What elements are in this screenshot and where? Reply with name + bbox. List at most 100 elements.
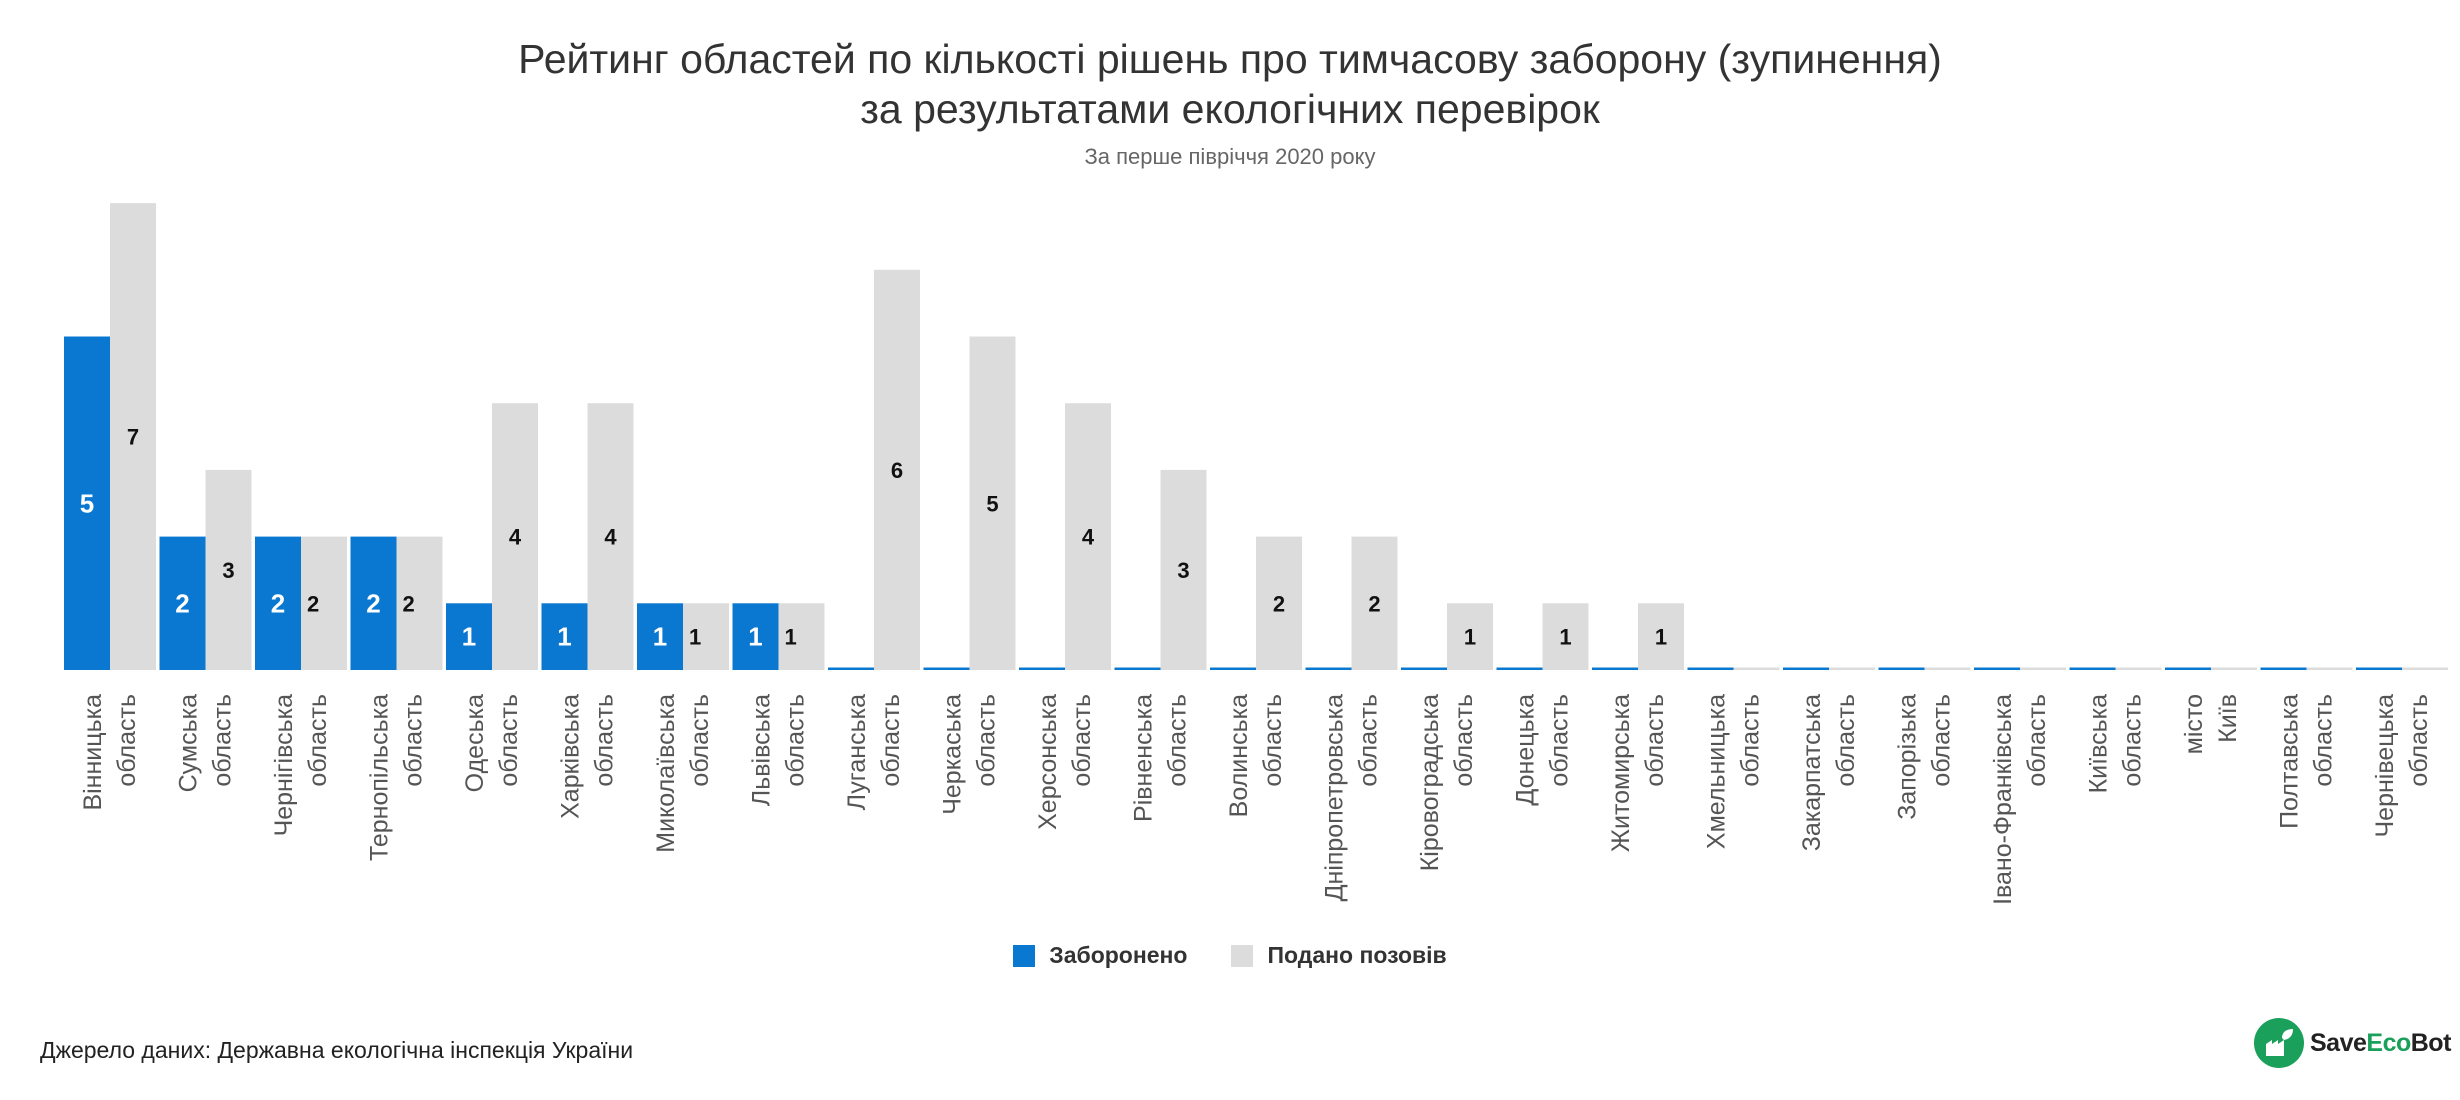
x-tick-label-line: Рівненська bbox=[1130, 694, 1158, 822]
logo-wordmark: SaveEcoBot bbox=[2310, 1028, 2451, 1057]
bar-lawsuits bbox=[1160, 469, 1207, 670]
data-label-lawsuits: 1 bbox=[1464, 625, 1476, 650]
data-label-lawsuits: 2 bbox=[403, 591, 415, 616]
x-tick-label-line: область bbox=[2310, 694, 2338, 787]
chart-title-line-2: за результатами екологічних перевірок bbox=[860, 86, 1600, 132]
x-tick-label-line: місто bbox=[2180, 694, 2208, 754]
data-label-lawsuits: 3 bbox=[1177, 558, 1189, 583]
x-tick-label: Львівська область bbox=[748, 694, 810, 806]
x-tick-label-line: область bbox=[1928, 694, 1956, 787]
x-tick-label: Луганська область bbox=[843, 694, 905, 810]
data-label-lawsuits: 5 bbox=[986, 491, 998, 516]
x-tick-label-line: Черкаська bbox=[939, 694, 967, 815]
data-label-banned: 2 bbox=[366, 588, 380, 618]
x-tick-label-line: Кіровоградська bbox=[1416, 694, 1444, 871]
x-tick-label-line: Вінницька bbox=[79, 694, 107, 811]
x-tick-label: місто Київ bbox=[2180, 694, 2242, 754]
bar-lawsuits bbox=[1924, 667, 1971, 670]
data-label-lawsuits: 1 bbox=[689, 625, 701, 650]
bar-lawsuits bbox=[301, 536, 347, 670]
bar-lawsuits bbox=[110, 203, 156, 670]
bar-lawsuits bbox=[874, 269, 920, 670]
bar-lawsuits bbox=[778, 603, 825, 670]
data-label-banned: 2 bbox=[175, 588, 189, 618]
chart-title-line-1: Рейтинг областей по кількості рішень про… bbox=[518, 36, 1942, 82]
bar-lawsuits bbox=[1447, 603, 1493, 670]
x-tick-label-line: Київська bbox=[2085, 694, 2113, 793]
legend-item-banned[interactable]: Заборонено bbox=[1013, 942, 1187, 969]
chart-legend: Заборонено Подано позовів bbox=[0, 942, 2460, 969]
data-label-banned: 5 bbox=[80, 488, 94, 518]
x-tick-label: Кіровоградська область bbox=[1416, 694, 1478, 871]
x-tick-label: Полтавська область bbox=[2276, 694, 2338, 829]
bar-lawsuits bbox=[1256, 536, 1302, 670]
x-tick-label-line: область bbox=[1641, 694, 1669, 787]
bar-banned bbox=[828, 667, 874, 670]
x-tick-label-line: Тернопільська bbox=[366, 694, 394, 861]
x-tick-label: Чернівецька область bbox=[2371, 694, 2433, 838]
factory-leaf-icon bbox=[2254, 1018, 2304, 1068]
legend-swatch-lawsuits bbox=[1231, 944, 1254, 967]
bar-lawsuits bbox=[1733, 667, 1780, 670]
bar-banned bbox=[1592, 667, 1638, 670]
bar-lawsuits bbox=[1638, 603, 1684, 670]
x-tick-label-line: область bbox=[782, 694, 810, 787]
bar-banned bbox=[923, 667, 970, 670]
chart-subtitle: За перше півріччя 2020 року bbox=[1084, 144, 1376, 169]
bar-lawsuits bbox=[969, 336, 1016, 670]
x-tick-label-line: область bbox=[2405, 694, 2433, 787]
bar-banned bbox=[2356, 667, 2402, 670]
x-tick-label-line: область bbox=[304, 694, 332, 787]
bar-banned bbox=[1210, 667, 1256, 670]
x-tick-label-line: Дніпропетровська bbox=[1321, 694, 1349, 902]
bar-banned bbox=[255, 536, 301, 670]
x-tick-label-line: Закарпатська bbox=[1798, 694, 1826, 851]
data-label-lawsuits: 1 bbox=[1655, 625, 1667, 650]
data-label-lawsuits: 2 bbox=[1368, 591, 1380, 616]
bar-banned bbox=[637, 603, 683, 670]
bar-banned bbox=[2260, 667, 2307, 670]
bar-lawsuits bbox=[492, 403, 538, 670]
x-tick-label: Закарпатська область bbox=[1798, 694, 1860, 851]
bar-banned bbox=[2165, 667, 2211, 670]
x-tick-label-line: область bbox=[1164, 694, 1192, 787]
bar-banned bbox=[1114, 667, 1161, 670]
x-tick-label-line: область bbox=[400, 694, 428, 787]
chart-title: Рейтинг областей по кількості рішень про… bbox=[0, 34, 2460, 134]
x-tick-label: Івано-Франківська область bbox=[1989, 694, 2051, 905]
x-tick-label: Донецька область bbox=[1512, 694, 1574, 806]
x-tick-label: Сумська область bbox=[175, 694, 237, 792]
bar-lawsuits bbox=[2020, 667, 2066, 670]
bar-lawsuits bbox=[205, 469, 252, 670]
saveecobot-logo: SaveEcoBot bbox=[2254, 1018, 2451, 1068]
x-tick-label-line: область bbox=[973, 694, 1001, 787]
bar-banned bbox=[1496, 667, 1543, 670]
data-label-lawsuits: 3 bbox=[222, 558, 234, 583]
x-tick-label: Харківська область bbox=[557, 694, 619, 819]
x-tick-label: Миколаївська область bbox=[652, 694, 714, 853]
x-tick-label-line: Чернівецька bbox=[2371, 694, 2399, 838]
x-tick-label-line: область bbox=[1546, 694, 1574, 787]
x-tick-label-line: область bbox=[1259, 694, 1287, 787]
bar-lawsuits bbox=[396, 536, 443, 670]
bar-banned bbox=[1687, 667, 1734, 670]
bar-banned bbox=[2069, 667, 2116, 670]
bar-lawsuits bbox=[2306, 667, 2353, 670]
data-label-lawsuits: 4 bbox=[509, 525, 522, 550]
bar-lawsuits bbox=[587, 403, 634, 670]
legend-item-lawsuits[interactable]: Подано позовів bbox=[1231, 942, 1447, 969]
data-label-banned: 1 bbox=[653, 622, 667, 652]
x-tick-label-line: область bbox=[209, 694, 237, 787]
x-tick-label-line: Полтавська bbox=[2276, 694, 2304, 829]
x-tick-label-line: Хмельницька bbox=[1703, 694, 1731, 849]
x-tick-label: Дніпропетровська область bbox=[1321, 694, 1383, 902]
x-tick-label-line: область bbox=[113, 694, 141, 787]
x-tick-label-line: Івано-Франківська bbox=[1989, 694, 2017, 905]
bar-banned bbox=[1878, 667, 1925, 670]
bar-lawsuits bbox=[2402, 667, 2448, 670]
x-tick-label-line: Львівська bbox=[748, 694, 776, 806]
x-tick-label-line: Луганська bbox=[843, 694, 871, 810]
legend-swatch-banned bbox=[1013, 944, 1036, 967]
x-tick-label-line: область bbox=[2023, 694, 2051, 787]
